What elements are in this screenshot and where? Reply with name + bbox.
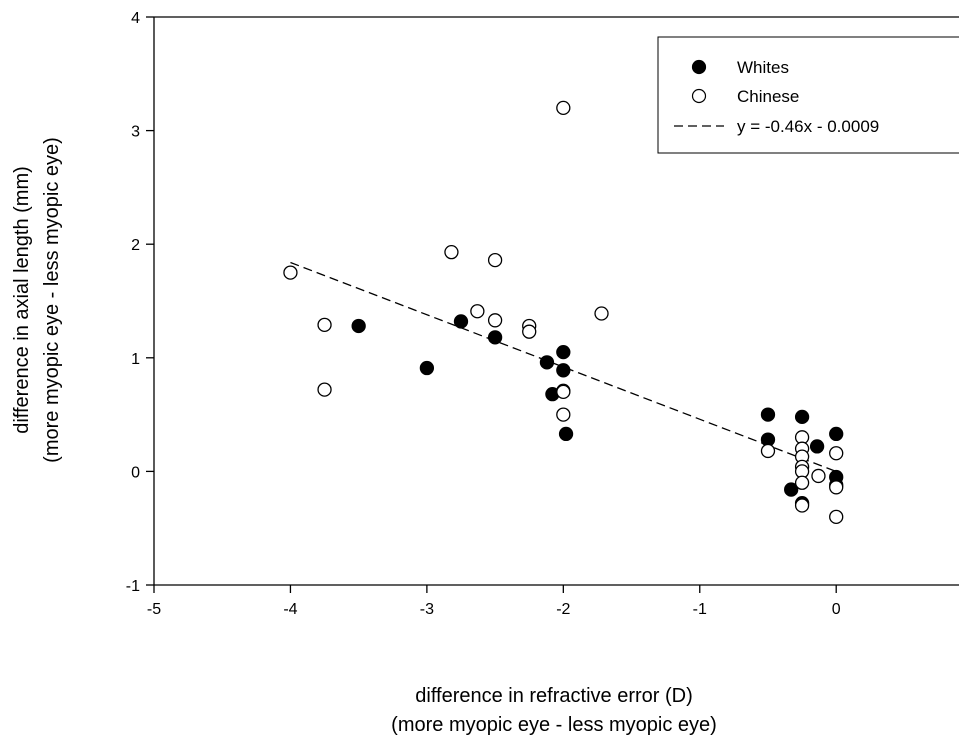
y-tick-label: 2: [131, 237, 140, 254]
x-tick-label: -4: [283, 601, 297, 618]
data-point-whites: [539, 355, 555, 370]
data-point-chinese: [811, 468, 826, 484]
data-points-layer: [283, 100, 844, 524]
plot-area: [153, 16, 959, 586]
data-point-whites: [558, 426, 574, 442]
data-point-chinese: [794, 475, 810, 490]
legend-label-chinese: Chinese: [737, 87, 799, 106]
data-point-whites: [556, 363, 571, 378]
data-point-chinese: [829, 509, 844, 524]
x-tick-label: -2: [556, 601, 570, 618]
x-tick-label: -1: [693, 601, 707, 618]
data-point-chinese: [487, 252, 503, 268]
legend-label-fit-line: y = -0.46x - 0.0009: [737, 117, 879, 136]
x-tick-label: -3: [420, 601, 434, 618]
x-tick-label: 0: [832, 601, 841, 618]
data-point-chinese: [317, 317, 332, 333]
data-point-chinese: [829, 446, 844, 461]
data-point-chinese: [760, 443, 776, 459]
data-point-chinese: [794, 498, 810, 513]
data-point-chinese: [829, 480, 844, 495]
data-point-chinese: [522, 324, 537, 339]
data-point-whites: [784, 482, 799, 497]
y-tick-label: 1: [131, 351, 140, 368]
data-point-chinese: [470, 304, 485, 319]
x-tick-label: -5: [147, 601, 161, 618]
legend-label-whites: Whites: [737, 58, 789, 77]
data-point-whites: [419, 360, 435, 376]
data-point-whites: [556, 344, 571, 360]
data-point-chinese: [487, 313, 503, 328]
legend-box: [657, 36, 959, 154]
y-axis-title: difference in axial length (mm): [11, 166, 33, 434]
data-point-chinese: [444, 245, 459, 260]
legend-marker-whites: [691, 59, 707, 75]
data-point-whites: [809, 439, 825, 454]
data-point-whites: [453, 314, 469, 329]
data-point-whites: [351, 318, 366, 334]
data-point-chinese: [283, 265, 298, 280]
data-point-whites: [829, 426, 844, 442]
data-point-chinese: [556, 384, 571, 400]
y-tick-label: -1: [126, 578, 140, 595]
data-point-chinese: [317, 382, 332, 397]
data-point-whites: [760, 407, 776, 422]
x-axis-title: difference in refractive error (D): [415, 685, 693, 707]
x-axis: -5 -4 -3 -2 -1 0: [147, 585, 841, 618]
y-tick-label: 3: [131, 124, 140, 141]
data-point-whites: [487, 330, 503, 345]
y-axis: -1 0 1 2 3 4: [126, 10, 154, 595]
y-axis-subtitle: (more myopic eye - less myopic eye): [41, 137, 63, 463]
y-tick-label: 0: [131, 464, 140, 481]
data-point-chinese: [556, 100, 571, 116]
legend-marker-chinese: [691, 88, 707, 104]
data-point-chinese: [594, 306, 609, 321]
x-axis-subtitle: (more myopic eye - less myopic eye): [391, 714, 717, 736]
y-tick-label: 4: [131, 10, 140, 27]
data-point-whites: [794, 409, 810, 425]
data-point-chinese: [556, 407, 571, 422]
legend: Whites Chinese y = -0.46x - 0.0009: [657, 36, 959, 154]
